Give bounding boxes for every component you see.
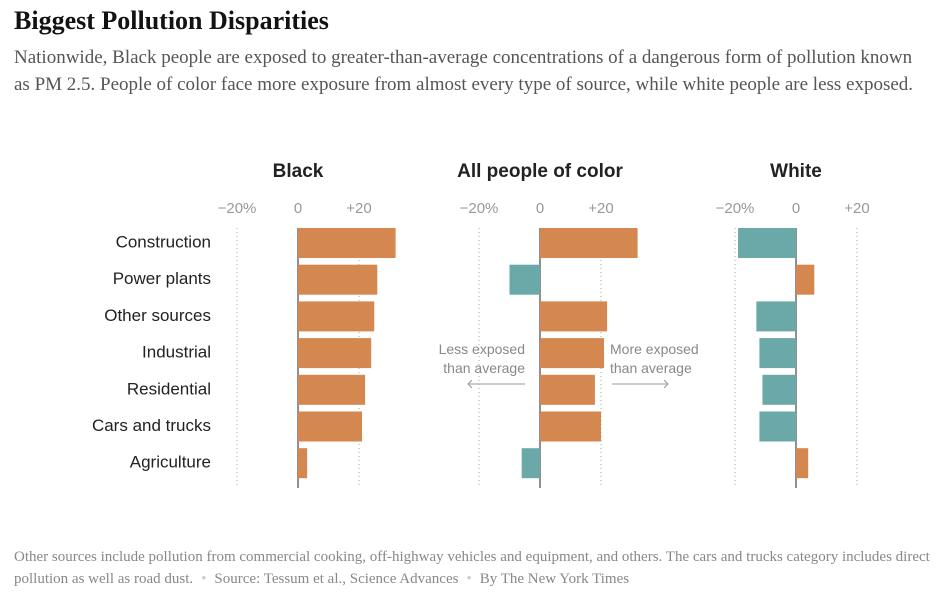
bar [298,338,372,369]
bar [521,448,540,479]
bar [540,338,605,369]
panel-title: White [770,161,822,182]
bar [738,228,796,258]
panel-title: Black [273,161,324,182]
bar [796,448,809,479]
bar [509,264,540,295]
category-label: Power plants [113,269,211,288]
bar [298,374,366,405]
bar [540,301,608,332]
note: Other sources include pollution from com… [14,549,930,587]
bar [540,374,595,405]
category-label: Residential [127,379,211,398]
category-label: Agriculture [130,453,211,472]
bar [298,448,308,479]
bar [298,411,363,442]
bar [759,411,796,442]
x-tick-label: 0 [536,200,544,217]
bar [759,338,796,369]
category-label: Industrial [142,343,211,362]
bar [298,301,375,332]
x-tick-label: +20 [844,200,869,217]
x-tick-label: +20 [588,200,613,217]
x-tick-label: −20% [460,200,499,217]
bar [540,411,601,442]
category-label: Construction [116,232,211,251]
x-tick-label: −20% [716,200,755,217]
x-tick-label: 0 [294,200,302,217]
bar [298,264,378,295]
source: Source: Tessum et al., Science Advances [214,571,459,587]
bar [298,228,396,258]
bar [762,374,796,405]
bar [796,264,815,295]
byline: By The New York Times [479,571,630,587]
x-tick-label: 0 [792,200,800,217]
footer: Other sources include pollution from com… [14,549,930,587]
annotation: Less exposed than average [439,341,526,376]
subtitle: Nationwide, Black people are exposed to … [14,47,914,95]
title: Biggest Pollution Disparities [14,6,329,35]
category-label: Other sources [104,306,211,325]
bar [756,301,796,332]
category-label: Cars and trucks [92,416,211,435]
annotation: More exposed than average [610,341,699,376]
chart: Construction Power plants Other sources Ind… [92,161,870,488]
x-tick-label: −20% [218,200,257,217]
bar [540,228,638,258]
panel-title: All people of color [457,161,623,182]
x-tick-label: +20 [346,200,371,217]
